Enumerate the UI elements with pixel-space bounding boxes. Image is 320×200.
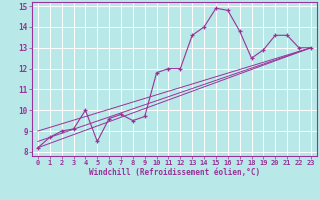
X-axis label: Windchill (Refroidissement éolien,°C): Windchill (Refroidissement éolien,°C) (89, 168, 260, 177)
